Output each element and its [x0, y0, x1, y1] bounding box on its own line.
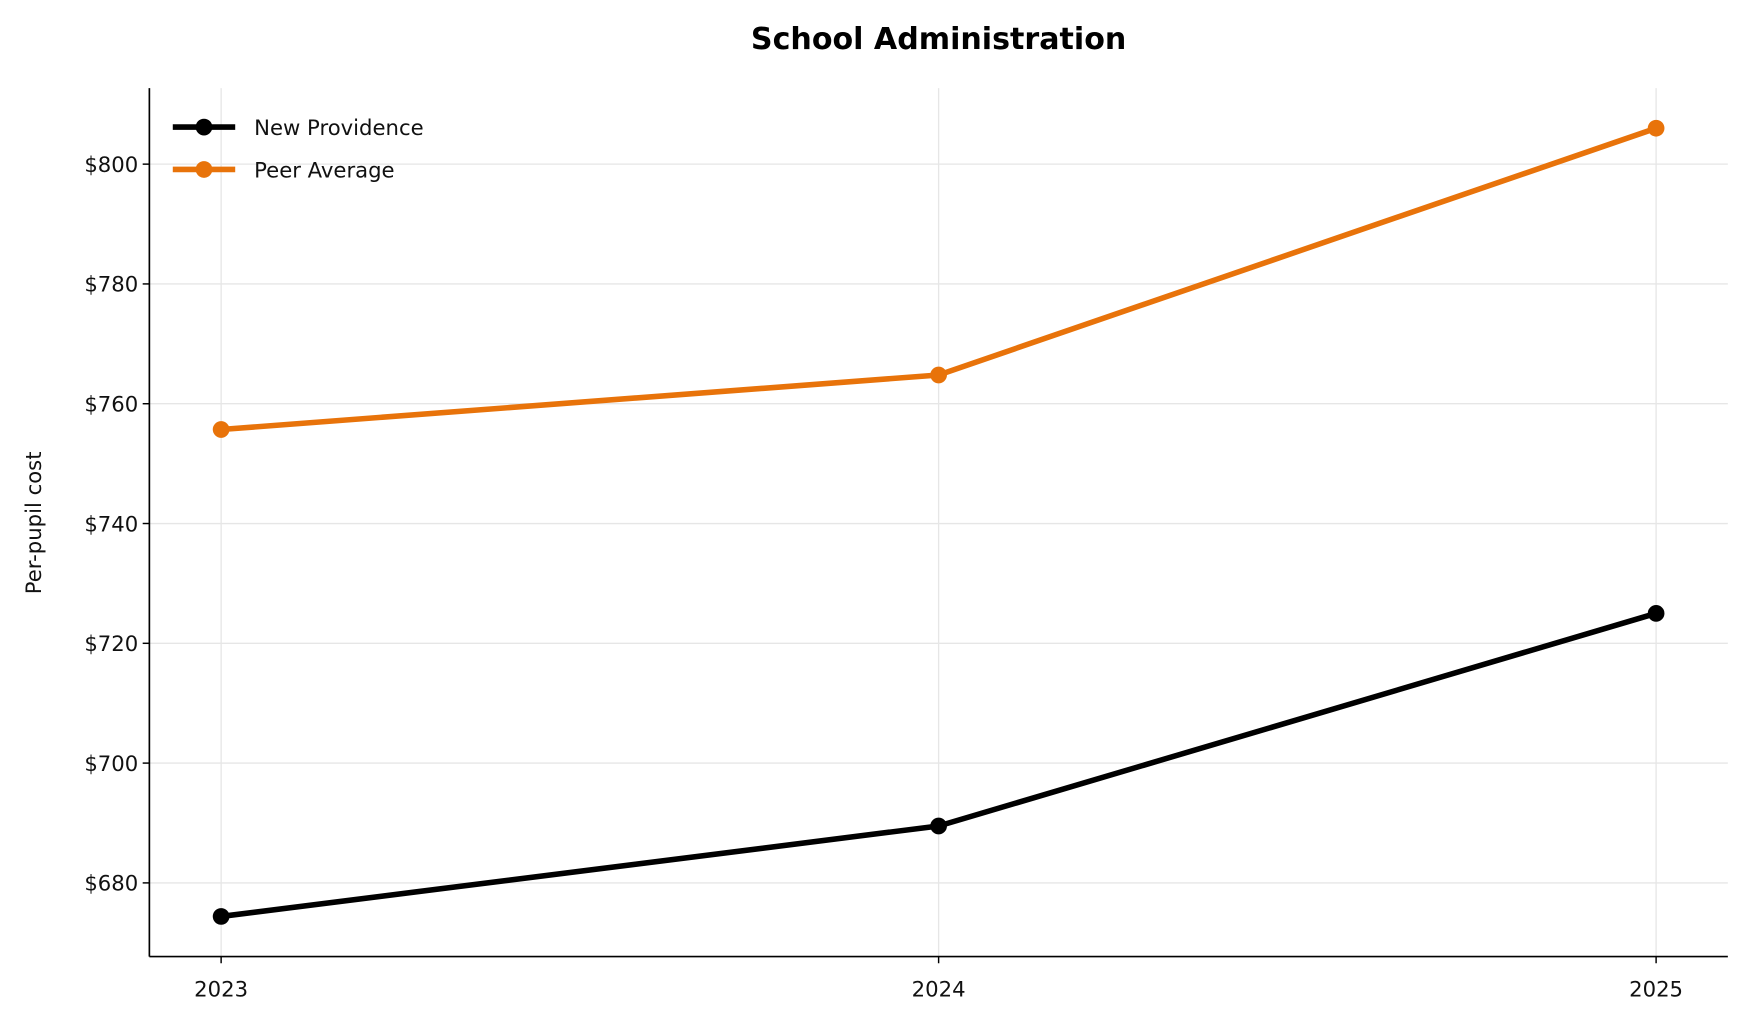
x-tick-label: 2023 — [194, 977, 248, 1002]
series-group — [212, 119, 1665, 925]
x-tick-label: 2025 — [1629, 977, 1683, 1002]
peer-average-point — [930, 366, 947, 384]
y-tick-label: $680 — [84, 871, 138, 896]
peer-average-point — [212, 421, 230, 438]
new-providence-point — [212, 908, 230, 925]
legend-label-new-providence: New Providence — [254, 115, 423, 140]
legend-marker-peer-average — [195, 161, 213, 178]
y-tick-label: $700 — [84, 751, 138, 776]
y-tick-label: $760 — [84, 392, 138, 417]
legend-label-peer-average: Peer Average — [254, 157, 394, 182]
y-tick-label: $780 — [84, 272, 138, 297]
axes: $680 $700 $720 $740 $760 $780 $800 2023 2024 2025 — [84, 88, 1728, 1002]
peer-average-point — [1647, 119, 1665, 137]
legend: New Providence Peer Average — [172, 115, 424, 182]
y-tick-label: $740 — [84, 511, 138, 536]
x-tick-label: 2024 — [912, 977, 966, 1002]
y-tick-label: $720 — [84, 631, 138, 656]
new-providence-point — [930, 817, 947, 835]
y-tick-label: $800 — [84, 152, 138, 177]
chart-title: School Administration — [751, 22, 1126, 57]
new-providence-point — [1647, 605, 1665, 622]
legend-marker-new-providence — [195, 118, 213, 136]
gridlines — [149, 88, 1728, 957]
y-axis-label: Per-pupil cost — [21, 451, 46, 594]
